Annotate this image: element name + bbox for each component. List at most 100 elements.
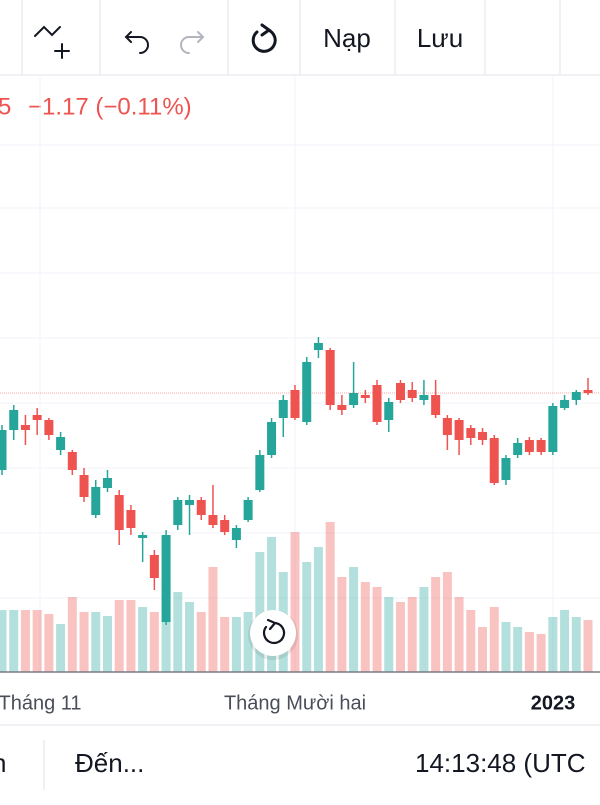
candle-body <box>560 400 570 408</box>
price-change: −1.17 (−0.11%) <box>28 93 192 120</box>
reset-icon <box>251 28 277 53</box>
volume-bar <box>489 607 499 672</box>
candle-body <box>524 440 534 452</box>
candle-body <box>231 528 241 540</box>
candle-body <box>360 395 370 398</box>
candle-body <box>208 515 218 525</box>
redo-button[interactable] <box>180 31 205 54</box>
reset-arrow <box>260 23 272 37</box>
volume-bar <box>501 622 511 672</box>
volume-bar <box>20 610 30 672</box>
candle-body <box>466 428 476 438</box>
undo-icon <box>124 31 149 54</box>
volume-bar <box>313 547 323 672</box>
volume-bar <box>0 610 7 672</box>
reset-button[interactable] <box>251 23 277 53</box>
volume-bar <box>91 612 101 672</box>
candle-body <box>20 425 30 430</box>
volume-bar <box>325 522 335 672</box>
volume-bar <box>185 602 195 672</box>
volume-bar <box>79 612 89 672</box>
price-fragment: 5 <box>0 93 11 120</box>
redo-icon <box>180 31 205 54</box>
candle-body <box>536 440 546 452</box>
candle-body <box>337 405 347 410</box>
undo-button[interactable] <box>124 31 149 54</box>
button-bg <box>250 610 296 656</box>
candle-body <box>325 350 335 405</box>
volume-bar <box>407 597 417 672</box>
volume-bar <box>478 627 488 672</box>
volume-bar <box>126 600 136 672</box>
volume-bar <box>196 612 206 672</box>
candle-body <box>372 385 382 422</box>
candle-body <box>478 432 488 440</box>
volume-bar <box>161 580 171 672</box>
volume-bar <box>454 597 464 672</box>
footer-left[interactable]: n <box>0 748 6 778</box>
candle-body <box>431 395 441 415</box>
candle-body <box>126 510 136 528</box>
volume-bar <box>102 616 112 672</box>
volume-bar <box>290 532 300 672</box>
candle-body <box>571 392 581 400</box>
candle-body <box>196 500 206 515</box>
volume-bar <box>44 614 54 672</box>
volume-bar <box>395 602 405 672</box>
volume-bar <box>571 617 581 672</box>
candle-body <box>548 406 558 452</box>
goto-date[interactable]: Đến... <box>75 748 144 778</box>
candle-body <box>501 458 511 480</box>
candle-body <box>313 343 323 350</box>
x-tick-label: Tháng 11 <box>0 692 82 714</box>
volume-bar <box>384 597 394 672</box>
candle-body <box>79 475 89 497</box>
candle-body <box>220 520 230 532</box>
load-button[interactable]: Nạp <box>323 23 371 53</box>
volume-bar <box>583 620 593 672</box>
volume-bar <box>114 600 124 672</box>
volume-bar <box>466 610 476 672</box>
volume-bar <box>349 567 359 672</box>
volume-bar <box>431 577 441 672</box>
candle-body <box>161 535 171 622</box>
indicator-button[interactable] <box>34 25 70 59</box>
volume-bar <box>419 587 429 672</box>
volume-bar <box>267 537 277 672</box>
volume-bar <box>243 612 253 672</box>
save-button[interactable]: Lưu <box>417 23 463 53</box>
volume-bar <box>442 572 452 672</box>
candle-body <box>102 478 112 488</box>
candle-body <box>407 390 417 398</box>
volume-bar <box>231 617 241 672</box>
candle-body <box>44 420 54 435</box>
indicator-icon <box>34 25 61 37</box>
scroll-reset-button[interactable] <box>248 610 298 660</box>
candle-body <box>395 383 405 400</box>
candle-body <box>278 400 288 418</box>
candle-body <box>419 395 429 400</box>
candle-body <box>56 437 66 450</box>
candle-body <box>255 455 265 490</box>
volume-bar <box>560 610 570 672</box>
candle-body <box>489 438 499 483</box>
reset-icon <box>262 618 286 644</box>
volume-bar <box>67 597 77 672</box>
candle-body <box>149 555 159 578</box>
candle-body <box>583 390 593 393</box>
volume-bar <box>372 587 382 672</box>
volume-bar <box>173 592 183 672</box>
volume-bar <box>536 634 546 672</box>
clock[interactable]: 14:13:48 (UTC <box>415 748 586 778</box>
candle-body <box>454 420 464 440</box>
volume-bar <box>208 567 218 672</box>
volume-bar <box>138 607 148 672</box>
candle-body <box>138 535 148 538</box>
volume-bar <box>524 632 534 672</box>
volume-bar <box>56 624 66 672</box>
candle-body <box>384 402 394 420</box>
volume-bar <box>255 552 265 672</box>
